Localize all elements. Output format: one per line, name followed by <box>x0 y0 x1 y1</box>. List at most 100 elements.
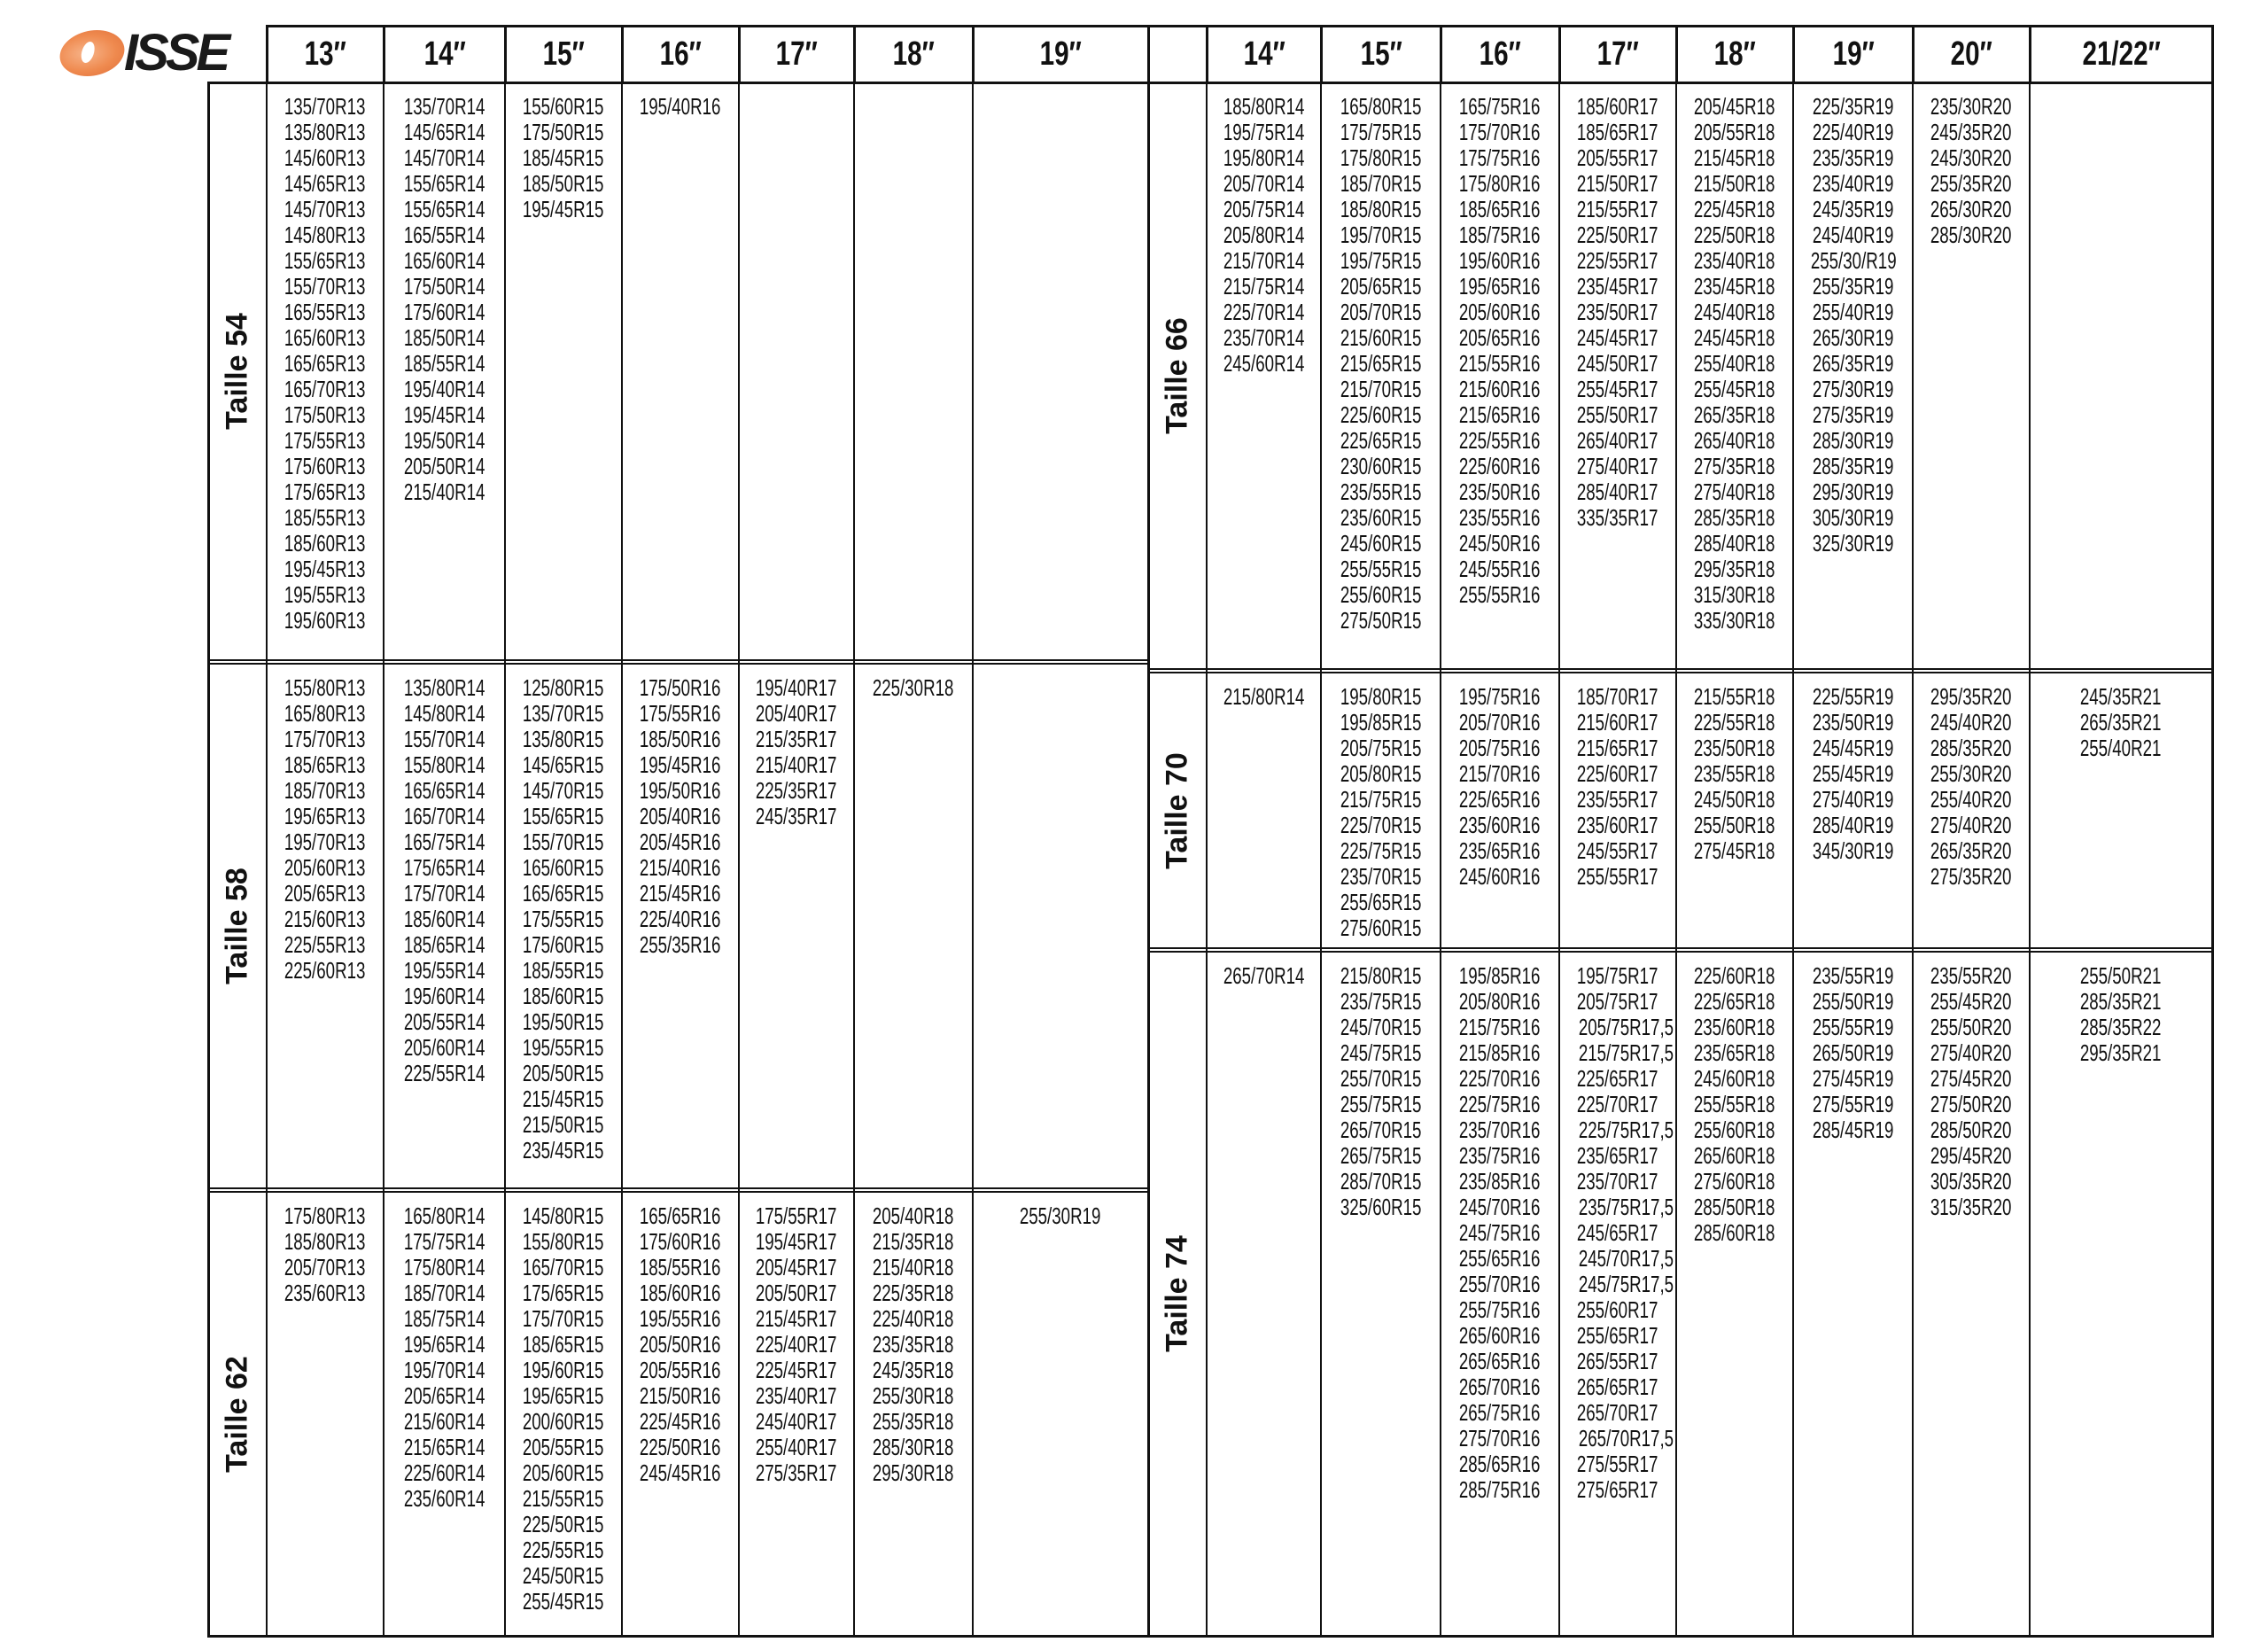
tire-size-text: 215/80R15 <box>1340 962 1422 989</box>
tire-size-text: 205/50R17 <box>756 1280 837 1306</box>
tire-size: 155/70R13 <box>268 274 383 300</box>
tire-size-text: 275/55R17 <box>1577 1451 1658 1477</box>
size-cell: 235/55R20 255/45R20 255/50R20 275/40R20 275/… <box>1912 947 2031 1637</box>
tire-size-text: 245/65R17 <box>1577 1219 1658 1246</box>
tire-size: 215/50R16 <box>623 1383 738 1409</box>
tire-size: 175/80R13 <box>268 1203 383 1229</box>
tire-size: 175/75R14 <box>384 1229 504 1255</box>
column-header: 21/22″ <box>2029 25 2214 84</box>
tire-size: 175/70R15 <box>506 1306 621 1332</box>
tire-size-text: 225/45R18 <box>1694 196 1775 222</box>
tire-size-text: 205/80R16 <box>1459 988 1541 1015</box>
tire-size-text: 215/45R16 <box>640 880 721 907</box>
tire-size-text: 205/45R16 <box>640 829 721 855</box>
tire-size: 255/55R18 <box>1677 1092 1792 1117</box>
tire-size: 235/75R17,5 <box>1560 1195 1675 1220</box>
tire-size-text: 185/65R17 <box>1577 119 1658 145</box>
tire-size: 255/30R19 <box>974 1203 1147 1229</box>
tire-size-text: 235/65R16 <box>1459 837 1541 864</box>
tire-size: 235/40R19 <box>1794 171 1912 197</box>
column-header: 14″ <box>1206 25 1323 84</box>
tire-size: 285/35R20 <box>1914 735 2029 761</box>
tire-size-text: 165/55R13 <box>284 299 366 325</box>
tire-size: 235/60R18 <box>1677 1015 1792 1040</box>
tire-size: 195/45R14 <box>384 402 504 428</box>
tire-size-text: 225/50R17 <box>1577 222 1658 248</box>
size-cell: 135/70R13 135/80R13 145/60R13 145/65R13 145/… <box>266 82 384 661</box>
tire-size: 205/55R17 <box>1560 145 1675 171</box>
size-cell: 155/60R15 175/50R15 185/45R15 185/50R15 195/… <box>504 82 623 661</box>
tire-size: 275/60R15 <box>1322 915 1440 941</box>
tire-size: 185/70R14 <box>384 1280 504 1306</box>
tire-size-text: 215/40R18 <box>873 1254 954 1280</box>
tire-size-text: 225/75R15 <box>1340 837 1422 864</box>
tire-size: 255/40R18 <box>1677 351 1792 377</box>
tire-size: 275/35R18 <box>1677 454 1792 479</box>
tire-size-text: 175/50R13 <box>284 401 366 428</box>
tire-size: 295/30R19 <box>1794 479 1912 505</box>
tire-size-text: 225/40R17 <box>756 1331 837 1358</box>
tire-size-text: 185/60R17 <box>1577 93 1658 120</box>
tire-size: 205/80R14 <box>1208 222 1320 248</box>
tire-size-text: 285/35R19 <box>1812 453 1894 479</box>
tire-size-text: 195/55R16 <box>640 1305 721 1332</box>
size-cell <box>853 82 974 661</box>
tire-size-text: 175/65R14 <box>403 854 485 881</box>
tire-size: 225/60R14 <box>384 1460 504 1486</box>
tire-size-text: 245/50R17 <box>1577 350 1658 377</box>
tire-size-text: 215/45R18 <box>1694 144 1775 171</box>
tire-size-text: 205/50R14 <box>403 453 485 479</box>
tire-size-text: 245/70R15 <box>1340 1014 1422 1040</box>
tire-size-text: 215/85R16 <box>1459 1039 1541 1066</box>
tire-size-text: 265/70R15 <box>1340 1117 1422 1143</box>
tire-size: 275/50R15 <box>1322 608 1440 634</box>
tire-size: 205/50R14 <box>384 454 504 479</box>
tire-size: 145/70R14 <box>384 145 504 171</box>
tire-size-text: 215/70R14 <box>1223 247 1305 274</box>
tire-size-text: 235/85R16 <box>1459 1168 1541 1195</box>
tire-size: 245/35R18 <box>855 1358 972 1383</box>
tire-size: 235/55R16 <box>1441 505 1558 531</box>
tire-size: 225/75R15 <box>1322 838 1440 864</box>
tire-size: 175/65R13 <box>268 479 383 505</box>
tire-size: 255/55R15 <box>1322 556 1440 582</box>
size-label: Taille 70 <box>1147 668 1208 949</box>
tire-size-text: 175/75R15 <box>1340 119 1422 145</box>
tire-size-text: 215/60R15 <box>1340 324 1422 351</box>
tire-size: 225/55R18 <box>1677 710 1792 735</box>
tire-size-text: 225/50R15 <box>523 1511 604 1537</box>
tire-size: 245/70R15 <box>1322 1015 1440 1040</box>
tire-size: 185/60R16 <box>623 1280 738 1306</box>
tire-size: 205/45R16 <box>623 829 738 855</box>
tire-size: 295/35R21 <box>2031 1040 2211 1066</box>
size-label-text: Taille 66 <box>1160 317 1194 434</box>
tire-size: 235/55R20 <box>1914 963 2029 989</box>
tire-size: 295/35R20 <box>1914 684 2029 710</box>
tire-size: 255/65R17 <box>1560 1323 1675 1349</box>
tire-size: 235/55R19 <box>1794 963 1912 989</box>
size-cell: 215/80R14 <box>1206 668 1322 949</box>
tire-size: 165/75R14 <box>384 829 504 855</box>
tire-size: 155/80R14 <box>384 752 504 778</box>
tire-size-text: 155/70R14 <box>403 726 485 752</box>
tire-size-text: 195/75R16 <box>1459 683 1541 710</box>
tire-size-text: 235/35R18 <box>873 1331 954 1358</box>
tire-size-text: 285/65R16 <box>1459 1451 1541 1477</box>
tire-size: 185/80R14 <box>1208 94 1320 120</box>
tire-size: 175/60R14 <box>384 300 504 325</box>
tire-size: 255/40R19 <box>1794 300 1912 325</box>
tire-size-text: 285/45R19 <box>1812 1117 1894 1143</box>
tire-size-text: 255/60R18 <box>1694 1117 1775 1143</box>
size-label-text: Taille 74 <box>1160 1235 1194 1352</box>
tire-size-text: 175/80R13 <box>284 1202 366 1229</box>
tire-size: 185/55R13 <box>268 505 383 531</box>
tire-size-text: 255/75R15 <box>1340 1091 1422 1117</box>
tire-size: 245/75R15 <box>1322 1040 1440 1066</box>
tire-size-text: 225/30R18 <box>873 674 954 701</box>
tire-size: 255/50R19 <box>1794 989 1912 1015</box>
tire-size-text: 255/50R18 <box>1694 812 1775 838</box>
tire-size: 215/80R15 <box>1322 963 1440 989</box>
tire-size: 235/60R13 <box>268 1280 383 1306</box>
tire-size: 265/30R19 <box>1794 325 1912 351</box>
tire-size: 225/45R16 <box>623 1409 738 1435</box>
